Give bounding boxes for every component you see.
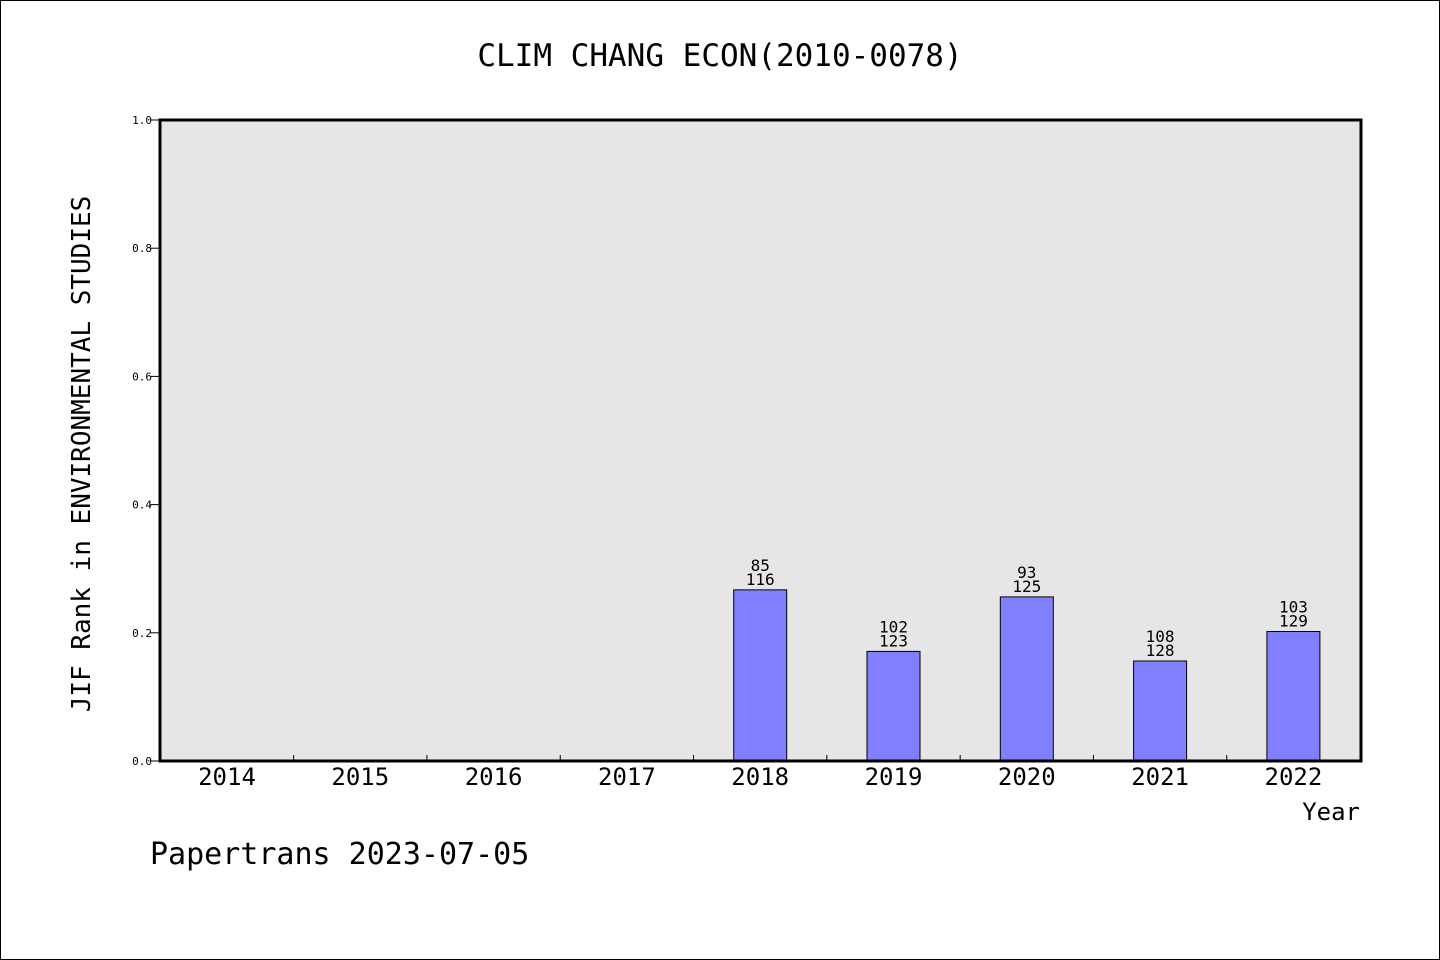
bar-2019 [866, 650, 921, 762]
x-tick-label: 2017 [598, 763, 656, 791]
bar-2022 [1266, 631, 1321, 762]
x-tick-label: 2014 [198, 763, 256, 791]
total-label: 128 [1146, 641, 1175, 660]
total-label: 125 [1012, 577, 1041, 596]
total-label: 116 [746, 570, 775, 589]
rank-label: 103 [1279, 598, 1308, 617]
x-tick-label: 2022 [1265, 763, 1323, 791]
x-tick-label: 2019 [865, 763, 923, 791]
y-tick-label: 0.8 [132, 242, 152, 255]
total-label: 123 [879, 631, 908, 650]
rank-label: 85 [751, 556, 770, 575]
rank-label: 93 [1017, 563, 1036, 582]
x-tick-label: 2018 [731, 763, 789, 791]
rank-label: 108 [1146, 627, 1175, 646]
bar-2020 [999, 596, 1054, 762]
y-axis: 0.0 0.2 0.4 0.6 0.8 1.0 [132, 114, 160, 768]
bar-2021 [1133, 660, 1188, 762]
y-tick-label: 1.0 [132, 114, 152, 127]
y-tick-label: 0.4 [132, 499, 152, 512]
y-tick-label: 0.0 [132, 755, 152, 768]
x-tick-label: 2021 [1131, 763, 1189, 791]
y-tick-label: 0.2 [132, 627, 152, 640]
footer-credit: Papertrans 2023-07-05 [150, 837, 529, 872]
x-tick-label: 2015 [331, 763, 389, 791]
x-tick-label: 2020 [998, 763, 1056, 791]
total-label: 129 [1279, 612, 1308, 631]
plot-border [158, 118, 1363, 763]
x-axis-label: Year [1302, 798, 1360, 826]
bars-group [733, 589, 1321, 762]
y-axis-label: JIF Rank in ENVIRONMENTAL STUDIES [67, 196, 97, 713]
x-tick-label: 2016 [465, 763, 523, 791]
bar-2018 [733, 589, 788, 762]
chart-title: CLIM CHANG ECON(2010-0078) [477, 38, 962, 74]
x-axis: 2014 2015 2016 2017 2018 2019 2020 2021 2022 [198, 755, 1322, 791]
y-tick-label: 0.6 [132, 370, 152, 383]
rank-label: 102 [879, 617, 908, 636]
